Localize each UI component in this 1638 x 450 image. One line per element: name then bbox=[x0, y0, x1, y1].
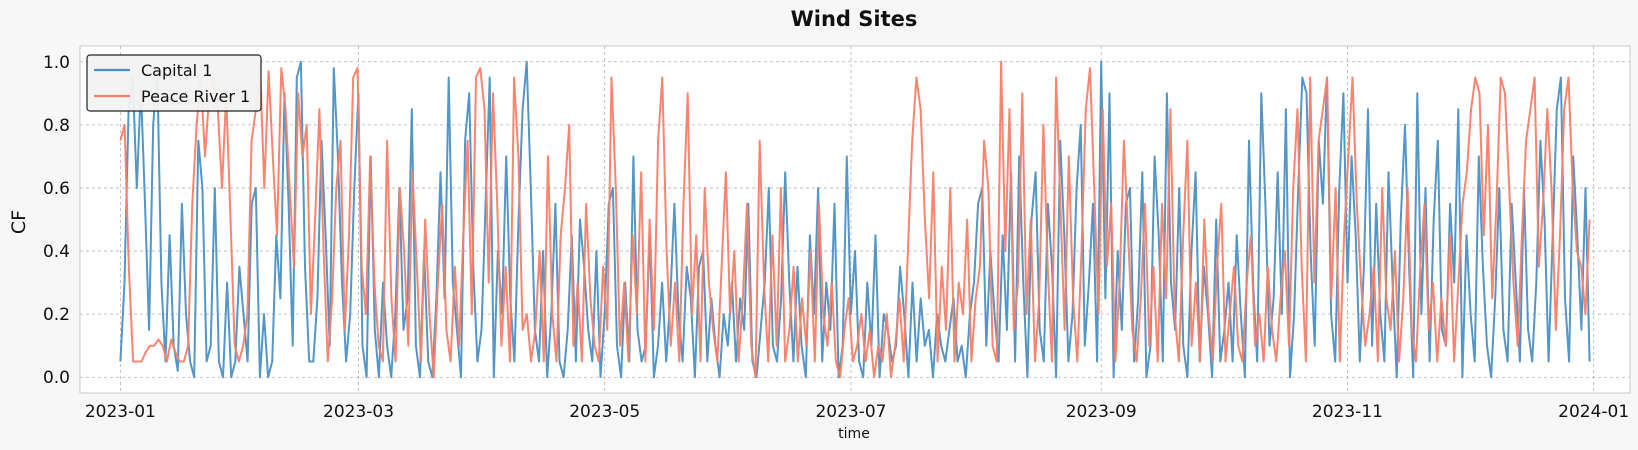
legend-label-capital-1: Capital 1 bbox=[141, 61, 212, 80]
y-tick-label: 0.4 bbox=[43, 242, 70, 262]
chart-title: Wind Sites bbox=[791, 7, 918, 31]
y-tick-label: 0.2 bbox=[43, 305, 70, 325]
y-tick-label: 0.6 bbox=[43, 179, 70, 199]
x-tick-label: 2023-03 bbox=[323, 402, 394, 422]
x-tick-label: 2023-11 bbox=[1312, 402, 1383, 422]
x-tick-label: 2023-05 bbox=[569, 402, 640, 422]
y-axis-ticks: 0.0 0.2 0.4 0.6 0.8 1.0 bbox=[43, 53, 70, 388]
legend-label-peace-river-1: Peace River 1 bbox=[141, 87, 250, 106]
y-tick-label: 1.0 bbox=[43, 53, 70, 73]
x-axis-label: time bbox=[838, 426, 870, 442]
x-tick-label: 2023-07 bbox=[815, 402, 886, 422]
series-line-peace-river-1 bbox=[119, 60, 1591, 379]
x-tick-label: 2023-09 bbox=[1066, 402, 1137, 422]
y-tick-label: 0.8 bbox=[43, 116, 70, 136]
y-axis-label: CF bbox=[8, 210, 30, 234]
series-line-capital-1 bbox=[119, 60, 1591, 379]
series-layer bbox=[119, 60, 1591, 379]
x-axis-ticks: 2023-01 2023-03 2023-05 2023-07 2023-09 2023-… bbox=[85, 402, 1629, 422]
y-tick-label: 0.0 bbox=[43, 368, 70, 388]
legend-box bbox=[86, 54, 262, 112]
x-tick-label: 2023-01 bbox=[85, 402, 156, 422]
x-tick-label: 2024-01 bbox=[1558, 402, 1629, 422]
legend: Capital 1 Peace River 1 bbox=[86, 54, 262, 112]
